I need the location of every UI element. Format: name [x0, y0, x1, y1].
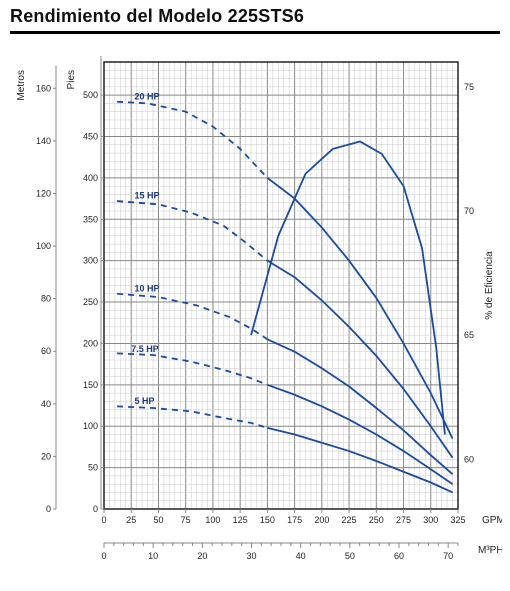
- m3ph-tick: 20: [197, 551, 207, 561]
- pies-label: Pies: [66, 70, 77, 89]
- metros-tick: 40: [41, 399, 51, 409]
- m3ph-tick: 50: [345, 551, 355, 561]
- curve-label-20-HP: 20 HP: [134, 91, 159, 101]
- curve-7.5-HP-dash: [117, 353, 267, 384]
- pies-tick: 0: [93, 504, 98, 514]
- curve-label-5-HP: 5 HP: [134, 396, 154, 406]
- gpm-tick: 125: [233, 515, 248, 525]
- metros-tick: 60: [41, 346, 51, 356]
- gpm-tick: 150: [260, 515, 275, 525]
- curve-20-HP-dash: [117, 102, 267, 178]
- gpm-tick: 325: [450, 515, 465, 525]
- gpm-label: GPM: [482, 515, 502, 526]
- gpm-tick: 175: [287, 515, 302, 525]
- eff-tick: 70: [464, 206, 474, 216]
- gpm-tick: 100: [205, 515, 220, 525]
- pies-tick: 350: [83, 214, 98, 224]
- gpm-tick: 225: [342, 515, 357, 525]
- gpm-tick: 50: [153, 515, 163, 525]
- gpm-tick: 0: [101, 515, 106, 525]
- m3ph-tick: 40: [296, 551, 306, 561]
- pies-tick: 150: [83, 380, 98, 390]
- metros-tick: 80: [41, 294, 51, 304]
- pies-tick: 250: [83, 297, 98, 307]
- curve-label-10-HP: 10 HP: [134, 283, 159, 293]
- pies-tick: 450: [83, 132, 98, 142]
- eff-tick: 60: [464, 454, 474, 464]
- metros-tick: 20: [41, 451, 51, 461]
- metros-tick: 100: [36, 241, 51, 251]
- eff-tick: 75: [464, 82, 474, 92]
- chart-canvas: 0501001502002503003504004505000204060801…: [8, 50, 502, 583]
- metros-label: Metros: [16, 70, 27, 101]
- eff-label: % de Eficiencia: [484, 251, 495, 320]
- m3ph-label: M³PH: [478, 545, 502, 556]
- pies-tick: 400: [83, 173, 98, 183]
- gpm-tick: 250: [369, 515, 384, 525]
- metros-tick: 140: [36, 136, 51, 146]
- curve-15-HP-dash: [117, 201, 267, 261]
- eff-tick: 65: [464, 330, 474, 340]
- metros-tick: 120: [36, 188, 51, 198]
- pies-tick: 200: [83, 338, 98, 348]
- gpm-tick: 25: [126, 515, 136, 525]
- pies-tick: 50: [88, 463, 98, 473]
- efficiency-curve: [251, 141, 445, 434]
- curve-label-15-HP: 15 HP: [134, 191, 159, 201]
- metros-tick: 160: [36, 83, 51, 93]
- m3ph-tick: 10: [148, 551, 158, 561]
- m3ph-tick: 30: [246, 551, 256, 561]
- gpm-tick: 75: [181, 515, 191, 525]
- metros-tick: 0: [46, 504, 51, 514]
- curve-label-7.5-HP: 7.5 HP: [131, 344, 159, 354]
- gpm-tick: 300: [423, 515, 438, 525]
- m3ph-tick: 0: [101, 551, 106, 561]
- m3ph-tick: 70: [443, 551, 453, 561]
- pies-tick: 100: [83, 421, 98, 431]
- pies-tick: 500: [83, 90, 98, 100]
- curve-10-HP-dash: [117, 294, 267, 340]
- gpm-tick: 200: [314, 515, 329, 525]
- gpm-tick: 275: [396, 515, 411, 525]
- m3ph-tick: 60: [394, 551, 404, 561]
- chart-title: Rendimiento del Modelo 225STS6: [10, 6, 500, 34]
- pies-tick: 300: [83, 256, 98, 266]
